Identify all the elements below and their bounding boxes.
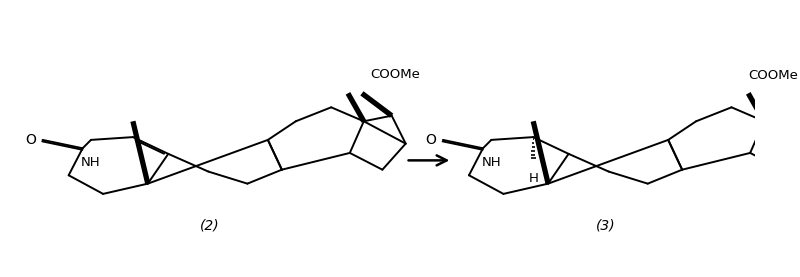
Text: O: O — [426, 133, 436, 147]
Text: O: O — [25, 133, 36, 147]
Text: COOMe: COOMe — [748, 69, 798, 82]
Text: NH: NH — [482, 156, 501, 169]
Text: (3): (3) — [596, 219, 616, 233]
Text: (2): (2) — [200, 219, 220, 233]
Text: NH: NH — [81, 156, 101, 169]
Text: COOMe: COOMe — [370, 68, 420, 81]
Text: H: H — [528, 173, 538, 186]
